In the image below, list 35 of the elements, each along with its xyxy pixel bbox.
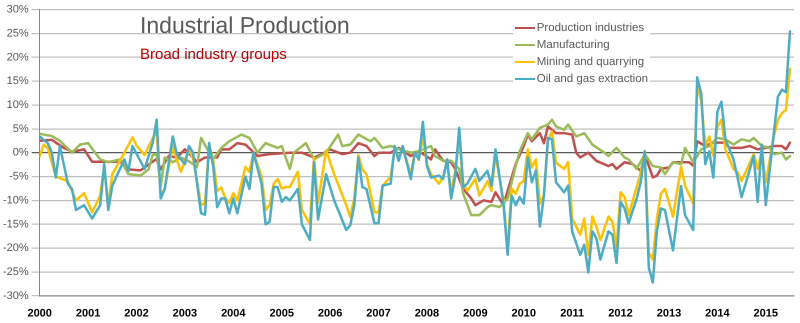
x-tick-label: 2014 <box>705 307 730 320</box>
y-tick-label: -20% <box>2 242 29 254</box>
x-tick-label: 2001 <box>76 307 100 320</box>
x-tick-label: 2006 <box>318 307 342 320</box>
x-tick-label: 2007 <box>366 307 391 320</box>
x-tick-label: 2008 <box>414 307 440 320</box>
x-tick-label: 2009 <box>463 307 488 320</box>
x-tick-label: 2012 <box>608 307 633 320</box>
legend-label: Production industries <box>536 22 644 34</box>
y-tick-label: 20% <box>6 51 29 64</box>
x-tick-label: 2003 <box>172 307 198 320</box>
legend-label: Oil and gas extraction <box>536 72 648 84</box>
y-tick-label: 30% <box>6 4 29 16</box>
x-tick-label: 2002 <box>124 307 149 320</box>
y-tick-label: 15% <box>6 75 29 88</box>
x-tick-label: 2000 <box>27 307 52 320</box>
legend-label: Manufacturing <box>536 38 610 50</box>
x-tick-label: 2011 <box>560 307 584 320</box>
x-tick-label: 2004 <box>221 307 246 320</box>
y-tick-label: 10% <box>6 99 29 112</box>
x-tick-label: 2015 <box>754 307 778 320</box>
y-tick-label: -5% <box>9 170 29 183</box>
y-tick-label: -30% <box>2 290 29 302</box>
text: Broad industry groups <box>140 46 287 63</box>
x-tick-label: 2013 <box>656 307 682 320</box>
y-tick-label: -10% <box>2 194 29 206</box>
x-tick-label: 2010 <box>511 307 536 320</box>
x-tick-label: 2005 <box>269 307 294 320</box>
legend-label: Mining and quarrying <box>536 56 644 68</box>
y-tick-label: 0% <box>12 146 29 159</box>
y-tick-label: 5% <box>12 122 29 135</box>
y-tick-label: -25% <box>2 266 29 278</box>
chart-title: Industrial Production <box>140 12 350 39</box>
y-tick-label: -15% <box>2 218 29 230</box>
y-tick-label: 25% <box>6 27 29 40</box>
